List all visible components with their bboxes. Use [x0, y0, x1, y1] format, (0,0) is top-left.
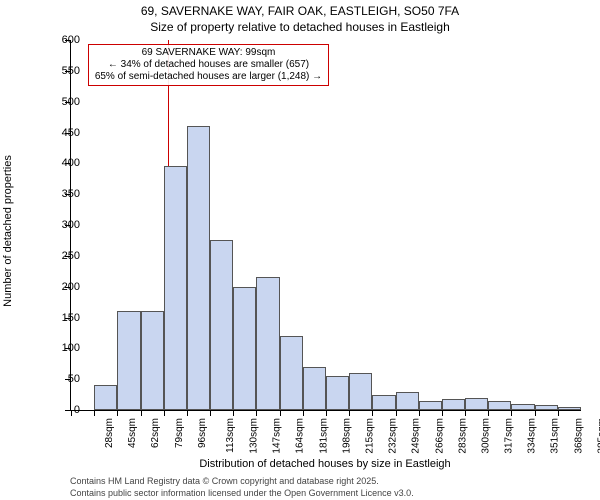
histogram-bar: [535, 405, 558, 410]
y-tick-label: 250: [40, 250, 80, 262]
x-tick: [465, 410, 466, 416]
histogram-bar: [233, 287, 256, 410]
y-tick-label: 150: [40, 312, 80, 324]
x-tick: [419, 410, 420, 416]
histogram-bar: [488, 401, 511, 410]
histogram-bar: [280, 336, 303, 410]
histogram-bar: [141, 311, 164, 410]
histogram-bar: [419, 401, 442, 410]
x-tick: [187, 410, 188, 416]
histogram-bar: [511, 404, 534, 410]
histogram-bar: [303, 367, 326, 410]
y-tick-label: 450: [40, 127, 80, 139]
x-tick-label: 317sqm: [504, 418, 515, 454]
histogram-bar: [465, 398, 488, 410]
x-tick-label: 62sqm: [150, 418, 161, 448]
histogram-bar: [187, 126, 210, 410]
x-tick-label: 45sqm: [127, 418, 138, 448]
y-tick-label: 400: [40, 157, 80, 169]
x-tick-label: 300sqm: [480, 418, 491, 454]
x-tick: [535, 410, 536, 416]
annotation-box: 69 SAVERNAKE WAY: 99sqm ← 34% of detache…: [88, 44, 329, 86]
histogram-bar: [372, 395, 395, 410]
histogram-bar: [210, 240, 233, 410]
x-tick-label: 215sqm: [365, 418, 376, 454]
x-tick: [141, 410, 142, 416]
y-tick-label: 0: [40, 404, 80, 416]
x-tick-label: 28sqm: [104, 418, 115, 448]
x-tick-label: 113sqm: [225, 418, 236, 453]
footer-line-2: Contains public sector information licen…: [70, 488, 414, 498]
histogram-bar: [117, 311, 140, 410]
x-tick: [511, 410, 512, 416]
x-tick: [488, 410, 489, 416]
y-tick-label: 600: [40, 34, 80, 46]
histogram-bar: [349, 373, 372, 410]
x-tick: [256, 410, 257, 416]
x-tick: [94, 410, 95, 416]
x-tick: [280, 410, 281, 416]
histogram-bar: [94, 385, 117, 410]
x-tick: [117, 410, 118, 416]
x-tick-label: 249sqm: [411, 418, 422, 454]
x-tick-label: 96sqm: [197, 418, 208, 448]
x-tick-label: 232sqm: [388, 418, 399, 454]
title-line-1: 69, SAVERNAKE WAY, FAIR OAK, EASTLEIGH, …: [0, 4, 600, 18]
chart-container: 69, SAVERNAKE WAY, FAIR OAK, EASTLEIGH, …: [0, 0, 600, 500]
x-tick: [442, 410, 443, 416]
x-tick: [326, 410, 327, 416]
x-tick-label: 266sqm: [434, 418, 445, 454]
x-tick: [210, 410, 211, 416]
x-tick: [396, 410, 397, 416]
y-tick-label: 100: [40, 342, 80, 354]
plot-area: 69 SAVERNAKE WAY: 99sqm ← 34% of detache…: [70, 40, 581, 411]
x-tick-label: 334sqm: [527, 418, 538, 454]
x-tick: [558, 410, 559, 416]
y-tick-label: 50: [40, 373, 80, 385]
x-tick: [372, 410, 373, 416]
y-tick-label: 550: [40, 65, 80, 77]
y-axis-title: Number of detached properties: [2, 131, 14, 331]
x-tick: [349, 410, 350, 416]
histogram-bar: [396, 392, 419, 411]
histogram-bar: [164, 166, 187, 410]
y-tick-label: 200: [40, 281, 80, 293]
histogram-bar: [558, 407, 581, 410]
x-tick: [164, 410, 165, 416]
histogram-bar: [326, 376, 349, 410]
x-tick: [233, 410, 234, 416]
y-tick-label: 350: [40, 188, 80, 200]
footer-line-1: Contains HM Land Registry data © Crown c…: [70, 476, 379, 486]
x-tick-label: 181sqm: [318, 418, 329, 454]
annotation-line-1: 69 SAVERNAKE WAY: 99sqm: [95, 47, 322, 59]
x-tick-label: 164sqm: [295, 418, 306, 454]
x-tick: [303, 410, 304, 416]
y-tick-label: 500: [40, 96, 80, 108]
y-tick-label: 300: [40, 219, 80, 231]
histogram-bar: [442, 399, 465, 410]
x-tick-label: 79sqm: [174, 418, 185, 448]
title-line-2: Size of property relative to detached ho…: [0, 20, 600, 34]
histogram-bar: [256, 277, 279, 410]
annotation-line-2: ← 34% of detached houses are smaller (65…: [95, 59, 322, 71]
x-tick-label: 385sqm: [596, 418, 600, 454]
annotation-line-3: 65% of semi-detached houses are larger (…: [95, 71, 322, 83]
x-tick-label: 198sqm: [341, 418, 352, 454]
x-tick-label: 368sqm: [573, 418, 584, 454]
x-tick-label: 283sqm: [457, 418, 468, 454]
x-tick-label: 351sqm: [550, 418, 561, 454]
x-tick-label: 130sqm: [249, 418, 260, 454]
x-tick-label: 147sqm: [272, 418, 283, 454]
x-axis-title: Distribution of detached houses by size …: [70, 458, 580, 470]
